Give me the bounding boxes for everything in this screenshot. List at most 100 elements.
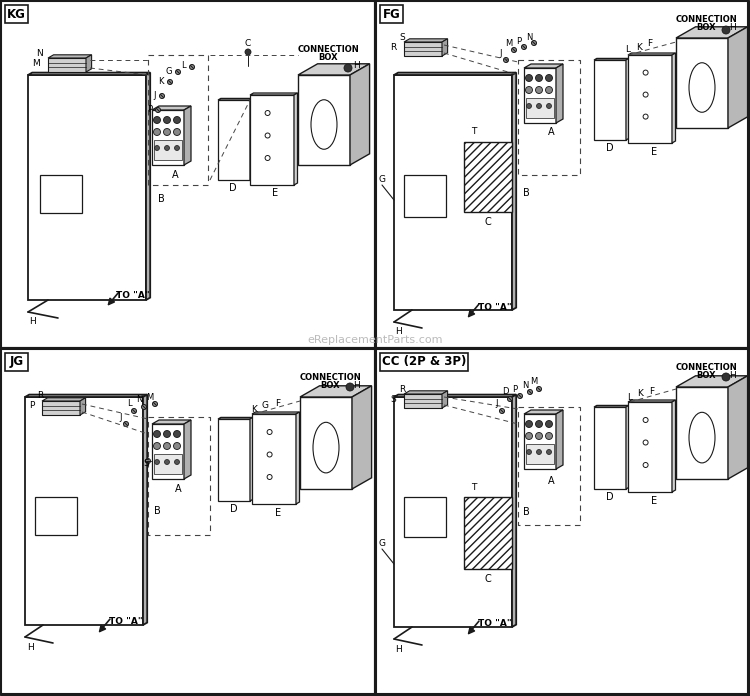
Circle shape	[536, 450, 542, 454]
Bar	[154, 140, 182, 160]
Circle shape	[142, 404, 146, 409]
Polygon shape	[250, 93, 298, 95]
Text: G: G	[379, 175, 386, 184]
Circle shape	[265, 111, 270, 116]
Polygon shape	[298, 75, 350, 165]
Circle shape	[527, 390, 532, 395]
Text: CONNECTION: CONNECTION	[297, 45, 358, 54]
Polygon shape	[672, 53, 676, 143]
Polygon shape	[594, 60, 626, 140]
Polygon shape	[152, 110, 184, 165]
Text: M: M	[32, 58, 40, 68]
Circle shape	[245, 49, 251, 55]
Text: A: A	[548, 127, 554, 137]
Polygon shape	[394, 395, 516, 397]
Bar	[5, 5, 28, 23]
Circle shape	[344, 64, 352, 72]
Text: S: S	[143, 459, 148, 468]
Circle shape	[547, 104, 551, 109]
Polygon shape	[218, 100, 250, 180]
Text: R: R	[399, 384, 405, 393]
Polygon shape	[294, 93, 298, 185]
Polygon shape	[152, 106, 191, 110]
Text: J: J	[154, 90, 156, 100]
Polygon shape	[628, 400, 676, 402]
Circle shape	[164, 129, 170, 136]
Circle shape	[152, 402, 157, 406]
Bar	[526, 98, 554, 118]
Polygon shape	[442, 390, 448, 408]
Polygon shape	[594, 405, 628, 407]
Circle shape	[154, 431, 160, 438]
Polygon shape	[250, 95, 294, 185]
Bar	[5, 353, 28, 371]
Text: A: A	[175, 484, 181, 494]
Circle shape	[173, 443, 181, 450]
Text: D: D	[606, 143, 613, 153]
Text: FG: FG	[382, 8, 400, 20]
Text: J: J	[120, 413, 122, 422]
Text: E: E	[651, 496, 657, 506]
Polygon shape	[250, 418, 253, 501]
Polygon shape	[556, 410, 563, 469]
Polygon shape	[512, 72, 516, 310]
Polygon shape	[728, 27, 748, 128]
Polygon shape	[86, 55, 92, 72]
Polygon shape	[25, 395, 147, 397]
Polygon shape	[350, 64, 370, 165]
Text: F: F	[647, 40, 652, 49]
Polygon shape	[676, 376, 748, 387]
Text: L: L	[127, 400, 131, 409]
Circle shape	[175, 459, 179, 464]
Text: CONNECTION: CONNECTION	[675, 15, 736, 24]
Text: M: M	[146, 393, 154, 402]
Text: R: R	[37, 391, 43, 400]
Polygon shape	[628, 55, 672, 143]
Circle shape	[526, 420, 532, 427]
Circle shape	[536, 104, 542, 109]
Text: H: H	[30, 317, 36, 326]
Polygon shape	[218, 419, 250, 501]
Polygon shape	[300, 386, 371, 397]
Text: N: N	[526, 33, 532, 42]
Bar	[464, 497, 512, 569]
Text: H: H	[728, 370, 735, 379]
Text: C: C	[244, 40, 251, 49]
Text: L: L	[626, 45, 631, 54]
Circle shape	[508, 397, 512, 402]
Text: S: S	[390, 395, 396, 404]
Polygon shape	[728, 376, 748, 479]
Text: G: G	[262, 402, 268, 411]
Circle shape	[167, 79, 172, 84]
Circle shape	[536, 432, 542, 439]
Text: BOX: BOX	[318, 54, 338, 63]
Circle shape	[526, 74, 532, 81]
Text: F: F	[650, 386, 655, 395]
Bar	[376, 1, 748, 348]
Polygon shape	[676, 27, 748, 38]
Text: BOX: BOX	[696, 24, 715, 33]
Polygon shape	[28, 72, 150, 75]
Circle shape	[545, 74, 553, 81]
Circle shape	[545, 432, 553, 439]
Circle shape	[536, 386, 542, 391]
Circle shape	[643, 114, 648, 119]
Bar	[464, 142, 512, 212]
Text: TO "A": TO "A"	[478, 619, 512, 628]
Circle shape	[526, 450, 532, 454]
Circle shape	[547, 450, 551, 454]
Polygon shape	[524, 64, 563, 68]
Circle shape	[526, 104, 532, 109]
Circle shape	[518, 393, 523, 399]
Circle shape	[643, 70, 648, 75]
Circle shape	[545, 420, 553, 427]
Circle shape	[267, 452, 272, 457]
Circle shape	[521, 45, 526, 49]
Circle shape	[643, 463, 648, 468]
Polygon shape	[512, 395, 516, 627]
Circle shape	[526, 86, 532, 93]
Text: K: K	[158, 77, 164, 86]
Polygon shape	[352, 386, 371, 489]
Circle shape	[154, 129, 160, 136]
Text: B: B	[523, 187, 530, 198]
